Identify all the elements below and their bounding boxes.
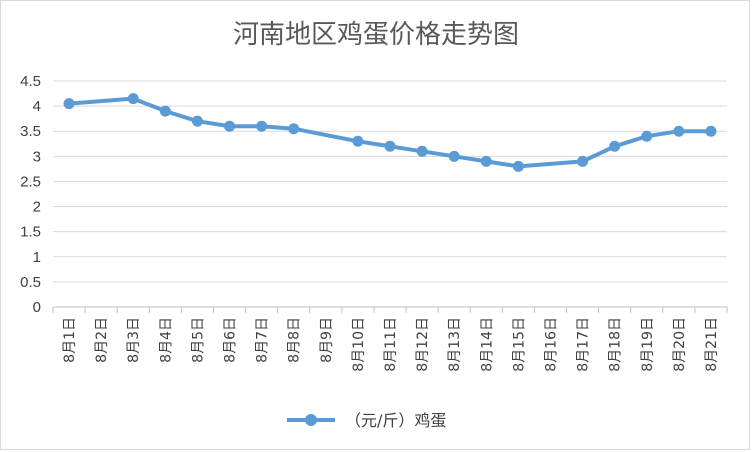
x-tick-label: 8月8日 xyxy=(287,317,303,363)
y-tick-label: 1 xyxy=(33,249,41,266)
x-tick-label: 8月6日 xyxy=(223,317,239,363)
x-tick-label: 8月1日 xyxy=(62,317,78,363)
x-tick-label: 8月16日 xyxy=(543,317,559,372)
data-point xyxy=(641,130,653,142)
data-point xyxy=(673,125,685,137)
y-axis-ticks: 0 0.5 1 1.5 2 2.5 3 3.5 4 4.5 xyxy=(20,73,41,316)
x-tick-label: 8月18日 xyxy=(608,317,624,372)
data-point xyxy=(352,135,364,147)
data-point xyxy=(609,140,621,152)
legend: （元/斤）鸡蛋 xyxy=(287,411,446,430)
x-tick-label: 8月11日 xyxy=(383,317,399,372)
y-tick-label: 3.5 xyxy=(20,123,41,140)
data-point xyxy=(577,155,589,167)
data-point xyxy=(705,125,717,137)
y-tick-label: 1.5 xyxy=(20,224,41,241)
axes xyxy=(52,306,728,313)
data-point xyxy=(448,150,460,162)
x-axis-ticks: 8月1日 8月2日 8月3日 8月4日 8月5日 8月6日 8月7日 8月8日 8月9日 8月10… xyxy=(62,317,720,372)
y-tick-label: 4.5 xyxy=(20,73,41,90)
y-tick-label: 2 xyxy=(33,199,41,216)
x-tick-label: 8月20日 xyxy=(672,317,688,372)
data-point xyxy=(480,155,492,167)
x-tick-label: 8月19日 xyxy=(640,317,656,372)
chart-title: 河南地区鸡蛋价格走势图 xyxy=(233,20,519,50)
x-tick-label: 8月9日 xyxy=(319,317,335,363)
x-tick-label: 8月12日 xyxy=(415,317,431,372)
data-point xyxy=(159,105,171,117)
data-point xyxy=(127,93,139,105)
data-point xyxy=(224,120,236,132)
data-point xyxy=(63,98,75,110)
data-point xyxy=(288,123,300,135)
y-tick-label: 4 xyxy=(33,98,41,115)
data-point xyxy=(416,145,428,157)
x-tick-label: 8月7日 xyxy=(255,317,271,363)
x-tick-label: 8月10日 xyxy=(351,317,367,372)
series-line xyxy=(67,96,713,169)
data-point xyxy=(384,140,396,152)
x-tick-label: 8月21日 xyxy=(704,317,720,372)
data-point xyxy=(191,115,203,127)
x-tick-label: 8月13日 xyxy=(447,317,463,372)
legend-label: （元/斤）鸡蛋 xyxy=(345,411,446,430)
x-tick-label: 8月15日 xyxy=(511,317,527,372)
y-tick-label: 0 xyxy=(33,299,41,316)
x-tick-label: 8月5日 xyxy=(190,317,206,363)
legend-marker-swatch xyxy=(305,414,317,426)
gridlines xyxy=(53,80,727,283)
x-tick-label: 8月4日 xyxy=(158,317,174,363)
x-tick-label: 8月2日 xyxy=(94,317,110,363)
y-tick-label: 3 xyxy=(33,148,41,165)
data-point xyxy=(256,120,268,132)
x-tick-label: 8月14日 xyxy=(479,317,495,372)
series-layer xyxy=(63,93,717,172)
data-point xyxy=(512,160,524,172)
x-tick-label: 8月17日 xyxy=(576,317,592,372)
y-tick-label: 2.5 xyxy=(20,173,41,190)
x-tick-label: 8月3日 xyxy=(126,317,142,363)
y-tick-label: 0.5 xyxy=(20,274,41,291)
